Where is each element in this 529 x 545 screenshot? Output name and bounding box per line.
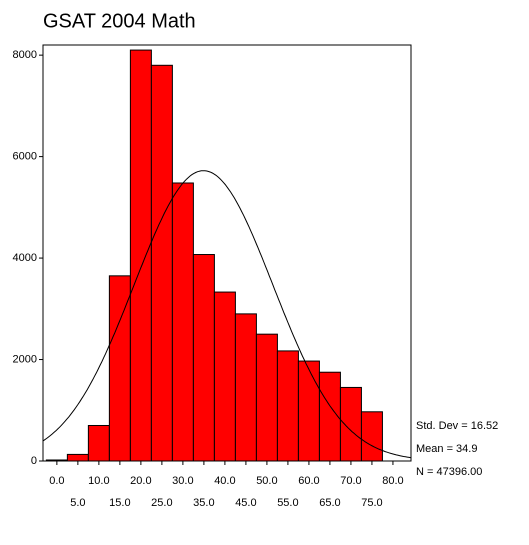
bar [171,182,194,462]
x-tick-label: 50.0 [256,475,277,487]
x-tick-label: 65.0 [319,497,340,509]
x-tick-label: 70.0 [340,475,361,487]
bar [276,350,299,462]
x-tick-label: 15.0 [109,497,130,509]
x-tick-label: 10.0 [88,475,109,487]
y-tick-label: 4000 [13,252,37,264]
bar [213,291,236,462]
x-tick-label: 25.0 [151,497,172,509]
x-tick-label: 5.0 [70,497,85,509]
y-tick-label: 8000 [13,49,37,61]
bar [66,453,89,462]
x-tick-label: 75.0 [361,497,382,509]
y-tick-label: 0 [31,455,37,467]
x-tick-label: 45.0 [235,497,256,509]
x-tick-label: 40.0 [214,475,235,487]
x-tick-label: 30.0 [172,475,193,487]
x-tick-label: 0.0 [49,475,64,487]
x-tick-label: 60.0 [298,475,319,487]
bar [192,254,215,462]
bar [297,360,320,462]
bar [318,371,341,462]
y-tick-label: 2000 [13,353,37,365]
bar [339,386,362,462]
stat-annotation: Std. Dev = 16.52 [416,420,498,432]
x-tick-label: 80.0 [382,475,403,487]
chart-title: GSAT 2004 Math [43,10,196,32]
x-tick-label: 20.0 [130,475,151,487]
x-tick-label: 55.0 [277,497,298,509]
x-tick-label: 35.0 [193,497,214,509]
normal-curve [42,170,412,459]
bar [360,411,383,462]
bar [150,64,173,462]
bar [255,333,278,462]
stat-annotation: Mean = 34.9 [416,443,477,455]
stat-annotation: N = 47396.00 [416,466,482,478]
bar [108,275,131,462]
bar [234,313,257,462]
bar [87,424,110,462]
plot-frame [42,44,412,462]
bar [129,49,152,462]
y-tick-label: 6000 [13,151,37,163]
